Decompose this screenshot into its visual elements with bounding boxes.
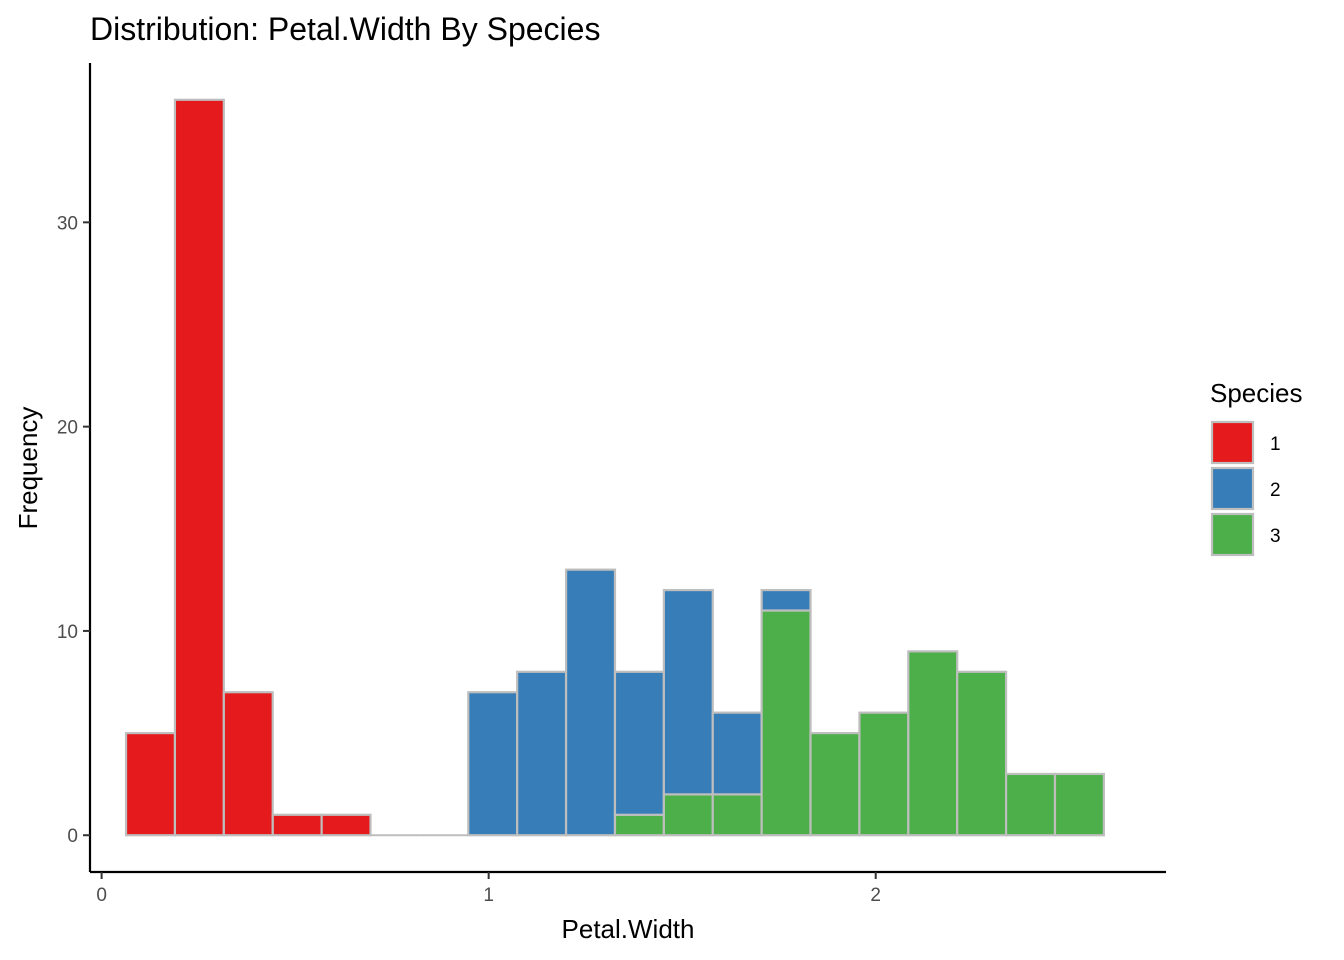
- legend-swatch-3: [1210, 512, 1255, 557]
- histogram-bar-species-1: [222, 691, 274, 837]
- histogram-bar-species-1: [173, 98, 225, 837]
- histogram-bar-species-3: [907, 650, 959, 837]
- histogram-bar-species-3: [711, 793, 763, 837]
- histogram-bar-species-2: [516, 670, 568, 837]
- y-tick-label: 30: [57, 213, 78, 234]
- histogram-bar-species-2: [711, 711, 763, 796]
- chart-title: Distribution: Petal.Width By Species: [90, 11, 600, 47]
- legend-label-3: 3: [1270, 526, 1281, 547]
- histogram-bar-species-2: [564, 568, 617, 837]
- histogram-bar-species-3: [1004, 772, 1057, 837]
- bars-layer: [124, 98, 1105, 837]
- legend-label-2: 2: [1270, 480, 1281, 501]
- histogram-bar-empty: [419, 834, 469, 837]
- histogram-bar-species-3: [613, 813, 665, 837]
- legend-label-1: 1: [1270, 434, 1281, 455]
- histogram-bar-species-3: [760, 609, 812, 837]
- legend: Species 1 2 3: [1210, 378, 1303, 557]
- x-tick-label: 0: [96, 885, 107, 906]
- y-tick-label: 10: [57, 622, 78, 643]
- histogram-bar-species-1: [271, 813, 323, 837]
- y-axis-ticks: 0 10 20 30: [57, 213, 90, 847]
- histogram-bar-species-2: [613, 670, 665, 816]
- histogram-bar-species-2: [760, 588, 812, 612]
- histogram-bar-species-1: [320, 813, 372, 837]
- y-axis-title: Frequency: [13, 407, 43, 530]
- legend-swatch-2: [1210, 466, 1255, 511]
- histogram-bar-species-3: [662, 793, 714, 837]
- histogram-bar-species-2: [467, 691, 519, 837]
- x-tick-label: 2: [870, 885, 881, 906]
- histogram-bar-species-2: [662, 588, 714, 796]
- x-axis-ticks: 0 1 2: [96, 872, 881, 906]
- histogram-bar-species-3: [858, 711, 910, 837]
- legend-swatch-1: [1210, 420, 1255, 465]
- y-tick-label: 0: [67, 826, 78, 847]
- histogram-bar-species-3: [956, 670, 1008, 837]
- legend-title: Species: [1210, 378, 1303, 408]
- x-axis-title: Petal.Width: [562, 914, 695, 944]
- histogram-bar-species-3: [809, 731, 861, 837]
- histogram-bar-empty: [370, 834, 420, 837]
- y-tick-label: 20: [57, 418, 78, 439]
- histogram-bar-species-1: [124, 731, 177, 837]
- histogram-bar-species-3: [1053, 772, 1105, 837]
- x-tick-label: 1: [483, 885, 494, 906]
